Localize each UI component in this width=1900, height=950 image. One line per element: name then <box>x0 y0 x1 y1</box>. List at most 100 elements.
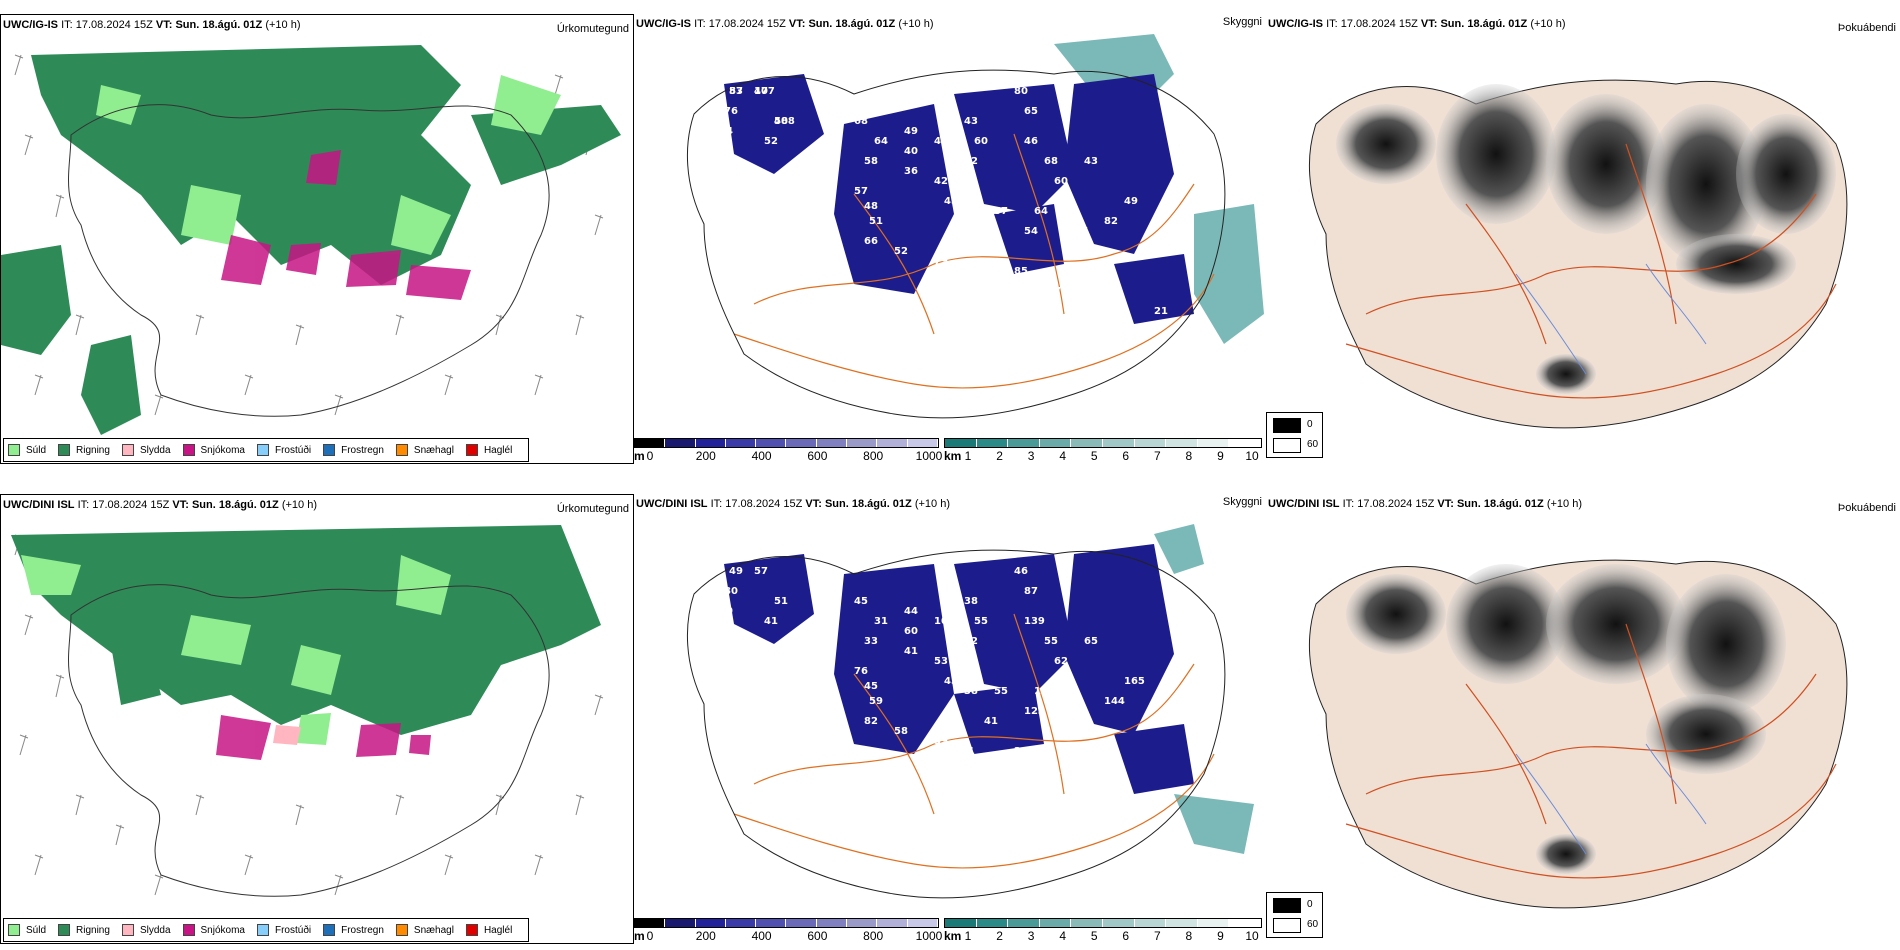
lead-time: (+10 h) <box>281 499 317 511</box>
colorbar-tick-label: 400 <box>751 449 772 463</box>
colorbar-tick-label: 8 <box>1185 449 1193 463</box>
colorbar-segment <box>1071 439 1103 447</box>
legend-label: Rigning <box>76 444 110 456</box>
cloudbase-value-label: 40 <box>719 606 733 617</box>
panel-product-title: Þokuábendi <box>1837 502 1896 514</box>
colorbar-tick-label: 10 <box>1245 929 1259 943</box>
legend-item: Haglél <box>465 924 513 936</box>
legend-label: Frostúði <box>274 924 312 936</box>
colorbar-tick-label: 1 <box>964 929 972 943</box>
drizzle-areas <box>21 555 451 745</box>
legend-item: Haglél <box>465 444 512 456</box>
valid-time: Sun. 18.ágú. 01Z <box>191 499 279 511</box>
colorbar-segment <box>1008 439 1040 447</box>
cloudbase-value-label: 107 <box>1094 276 1115 287</box>
cloudbase-value-label: 47 <box>754 86 768 97</box>
legend-item: Rigning <box>58 444 110 456</box>
cloudbase-value-label: 59 <box>704 111 718 122</box>
cloudbase-value-label: 52 <box>894 246 908 257</box>
cloudbase-value-label: 41 <box>764 616 778 627</box>
colorbar-tick-label: 0 <box>646 449 654 463</box>
legend-label: Haglél <box>483 924 513 936</box>
cloudbase-value-label: 52 <box>764 136 778 147</box>
legend-label: Slydda <box>139 924 171 936</box>
cloudbase-value-label: 82 <box>1104 216 1118 227</box>
cloudbase-value-label: 58 <box>774 116 788 127</box>
cloudbase-value-label: 133 <box>1104 296 1125 307</box>
lead-time: (+10 h) <box>265 19 301 31</box>
roads <box>733 613 1215 869</box>
cloudbase-value-label: 87 <box>1024 586 1038 597</box>
legend-swatch <box>121 444 134 456</box>
cloudbase-value-label: 36 <box>904 166 918 177</box>
cloudbase-value-label: 59 <box>1074 706 1088 717</box>
panel-product-title: Skyggni <box>1222 496 1262 508</box>
model-name: UWC/DINI ISL <box>3 499 75 511</box>
cloudbase-value-label: 65 <box>1024 106 1038 117</box>
rain-areas <box>1 45 621 435</box>
cloudbase-value-label: 80 <box>1014 86 1028 97</box>
cloudbase-value-label: 33 <box>864 636 878 647</box>
panel-product-title: Úrkomutegund <box>556 503 629 515</box>
cloudbase-value-label: 82 <box>864 716 878 727</box>
drizzle-areas <box>96 75 561 255</box>
colorbar-segment <box>1102 439 1135 447</box>
cloudbase-value-label: 59 <box>869 696 883 707</box>
colorbar-tick-label: 800 <box>863 449 884 463</box>
cloudbase-value-label: 48 <box>864 201 878 212</box>
panel-header: UWC/DINI ISL IT: 17.08.2024 15Z VT: Sun.… <box>636 498 950 510</box>
cloudbase-value-label: 165 <box>1124 676 1145 687</box>
cloudbase-value-label: 55 <box>964 206 978 217</box>
coastline <box>68 104 550 417</box>
colorbar-segment <box>1229 919 1261 927</box>
precip-map <box>1 45 621 435</box>
cloudbase-value-label: 58 <box>894 726 908 737</box>
cloudbase-value-label: 38 <box>964 596 978 607</box>
fog-index-panel-top: UWC/IG-IS IT: 17.08.2024 15Z VT: Sun. 18… <box>1266 14 1900 464</box>
legend-label: Frostregn <box>341 444 384 456</box>
colorbar-segment <box>1197 439 1230 447</box>
cloudbase-value-label: 67 <box>1074 226 1088 237</box>
colorbar-tick-label: 600 <box>807 449 828 463</box>
colorbar-tick-label: 200 <box>695 449 716 463</box>
legend-swatch <box>395 444 408 456</box>
legend-label: Slydda <box>139 444 171 456</box>
cloudbase-value-label: 45 <box>934 136 948 147</box>
cloudbase-value-label: 45 <box>944 196 958 207</box>
cloudbase-value-label: 60 <box>974 136 988 147</box>
panel-product-title: Úrkomutegund <box>556 23 629 35</box>
cloudbase-value-label: 85 <box>1014 266 1028 277</box>
colorbar-segment <box>786 919 817 927</box>
legend-item: Slydda <box>121 924 171 936</box>
cloudbase-value-label: 45 <box>854 596 868 607</box>
cloudbase-value-label: 42 <box>964 156 978 167</box>
legend-item: Snjókoma <box>182 924 245 936</box>
cloudbase-value-label: 76 <box>854 666 868 677</box>
legend-label: Rigning <box>76 924 110 936</box>
cloudbase-value-label: 43 <box>964 116 978 127</box>
panel-header: UWC/DINI ISL IT: 17.08.2024 15Z VT: Sun.… <box>3 499 317 511</box>
cloudbase-value-label: 55 <box>994 686 1008 697</box>
colorbar-tick-label: 2 <box>996 929 1003 943</box>
colorbar-tick-label: 600 <box>807 929 828 943</box>
cloudbase-value-label: 80 <box>724 586 738 597</box>
legend-swatch <box>8 924 20 936</box>
cloudbase-value-label: 54 <box>744 546 758 557</box>
legend-item: Frostregn <box>323 924 384 936</box>
cloudbase-value-label: 76 <box>724 106 738 117</box>
cloudbase-value-label: 64 <box>1034 206 1048 217</box>
cloudbase-value-label: 123 <box>1024 706 1045 717</box>
legend-swatch <box>465 924 478 936</box>
legend-item: Frostúði <box>256 444 311 456</box>
cloudbase-value-label: 107 <box>754 86 775 97</box>
coastline <box>687 549 1226 899</box>
colorbar-tick-label: 8 <box>1185 929 1193 943</box>
cloudbase-value-label: 181 <box>954 746 975 757</box>
legend-swatch <box>8 444 20 456</box>
cloudbase-areas <box>724 74 1194 324</box>
coastline <box>687 69 1226 419</box>
legend-item: Frostúði <box>256 924 312 936</box>
